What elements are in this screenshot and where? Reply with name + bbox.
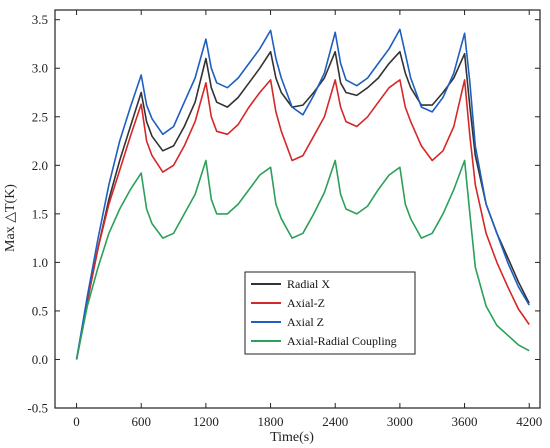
legend-entry: Axial-Radial Coupling [287,334,397,348]
legend-entry: Axial-Z [287,296,325,310]
series-line-axial-radial-coupling [75,159,530,360]
y-tick-label: 1.0 [32,255,48,270]
x-tick-label: 3600 [452,414,478,429]
x-tick-label: 3000 [387,414,413,429]
x-tick-label: 4200 [516,414,542,429]
legend-entry: Axial Z [287,315,324,329]
y-tick-label: 0.0 [32,352,48,367]
y-tick-label: 3.5 [32,12,48,27]
y-tick-label: 2.0 [32,158,48,173]
series-line-axial-z [75,28,530,360]
axes: 0 600 1200 1800 2400 3000 3600 4200 -0.5 0.0 0.5 1.… [27,9,542,429]
y-axis-label: Max △T(K) [3,184,18,252]
y-tick-label: 1.5 [32,206,48,221]
y-tick-label: -0.5 [27,401,48,416]
y-tick-label: 2.5 [32,109,48,124]
x-tick-label: 0 [73,414,80,429]
plot-area [75,28,530,360]
x-tick-label: 1200 [193,414,219,429]
x-axis-label: Time(s) [270,430,314,445]
series-line-radial-x [75,50,530,360]
legend: Radial X Axial-Z Axial Z Axial-Radial Coupl… [244,271,416,355]
y-tick-label: 3.0 [32,61,48,76]
x-tick-label: 600 [131,414,151,429]
plot-frame [54,9,541,409]
x-tick-label: 2400 [322,414,348,429]
series-line-axial-z [75,79,530,360]
y-tick-label: 0.5 [32,303,48,318]
legend-entry: Radial X [287,277,330,291]
x-tick-label: 1800 [258,414,284,429]
